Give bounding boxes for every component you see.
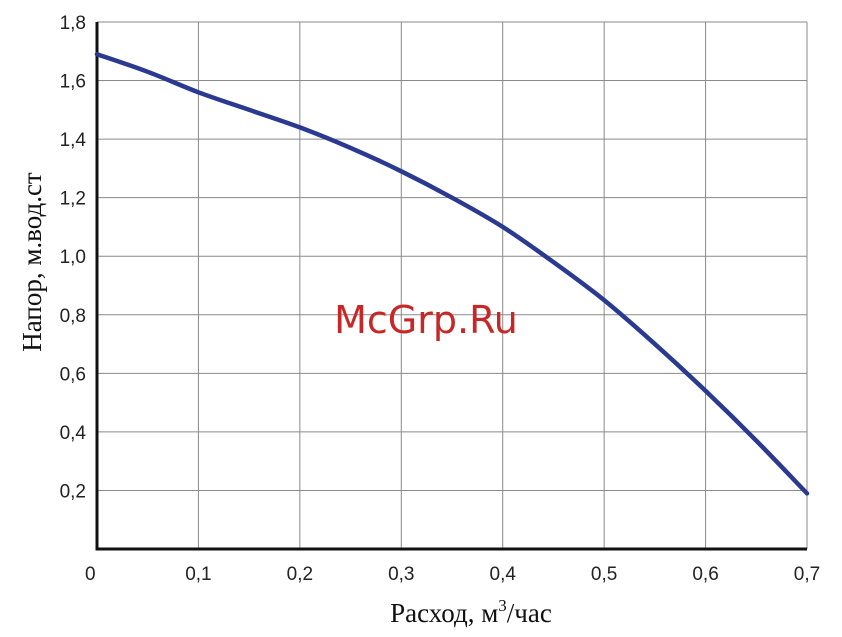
x-axis-label-main: Расход, м: [390, 598, 498, 628]
x-tick-labels: 0 0,1 0,2 0,3 0,4 0,5 0,6 0,7: [85, 564, 820, 585]
axes: [95, 22, 807, 551]
x-tick-label: 0,5: [591, 564, 617, 585]
y-tick-label: 1,0: [60, 247, 86, 268]
x-axis-label-tail: /час: [507, 598, 552, 628]
y-tick-labels: 0,2 0,4 0,6 0,8 1,0 1,2 1,4 1,6 1,8: [60, 13, 87, 502]
y-tick-label: 1,4: [60, 130, 87, 151]
x-tick-label: 0,1: [185, 564, 211, 585]
y-axis-label: Напор, м.вод.ст: [17, 172, 47, 352]
x-tick-label: 0,2: [287, 564, 313, 585]
x-tick-label: 0: [85, 564, 96, 585]
series-line: [94, 51, 810, 496]
x-tick-label: 0,4: [490, 564, 517, 585]
x-tick-label: 0,3: [388, 564, 414, 585]
y-tick-label: 1,2: [60, 189, 86, 210]
series: [94, 51, 810, 496]
y-tick-label: 1,6: [60, 72, 86, 93]
x-tick-label: 0,7: [794, 564, 820, 585]
y-tick-label: 0,6: [60, 364, 86, 385]
y-tick-label: 0,2: [60, 481, 86, 502]
x-tick-label: 0,6: [692, 564, 718, 585]
watermark: McGrp.Ru: [334, 298, 518, 342]
y-tick-label: 0,4: [60, 423, 87, 444]
grid: [97, 21, 808, 549]
y-tick-label: 1,8: [60, 13, 86, 34]
x-axis-label-sup: 3: [498, 596, 507, 615]
y-tick-label: 0,8: [60, 306, 86, 327]
x-axis-label: Расход, м3/час: [390, 596, 552, 628]
